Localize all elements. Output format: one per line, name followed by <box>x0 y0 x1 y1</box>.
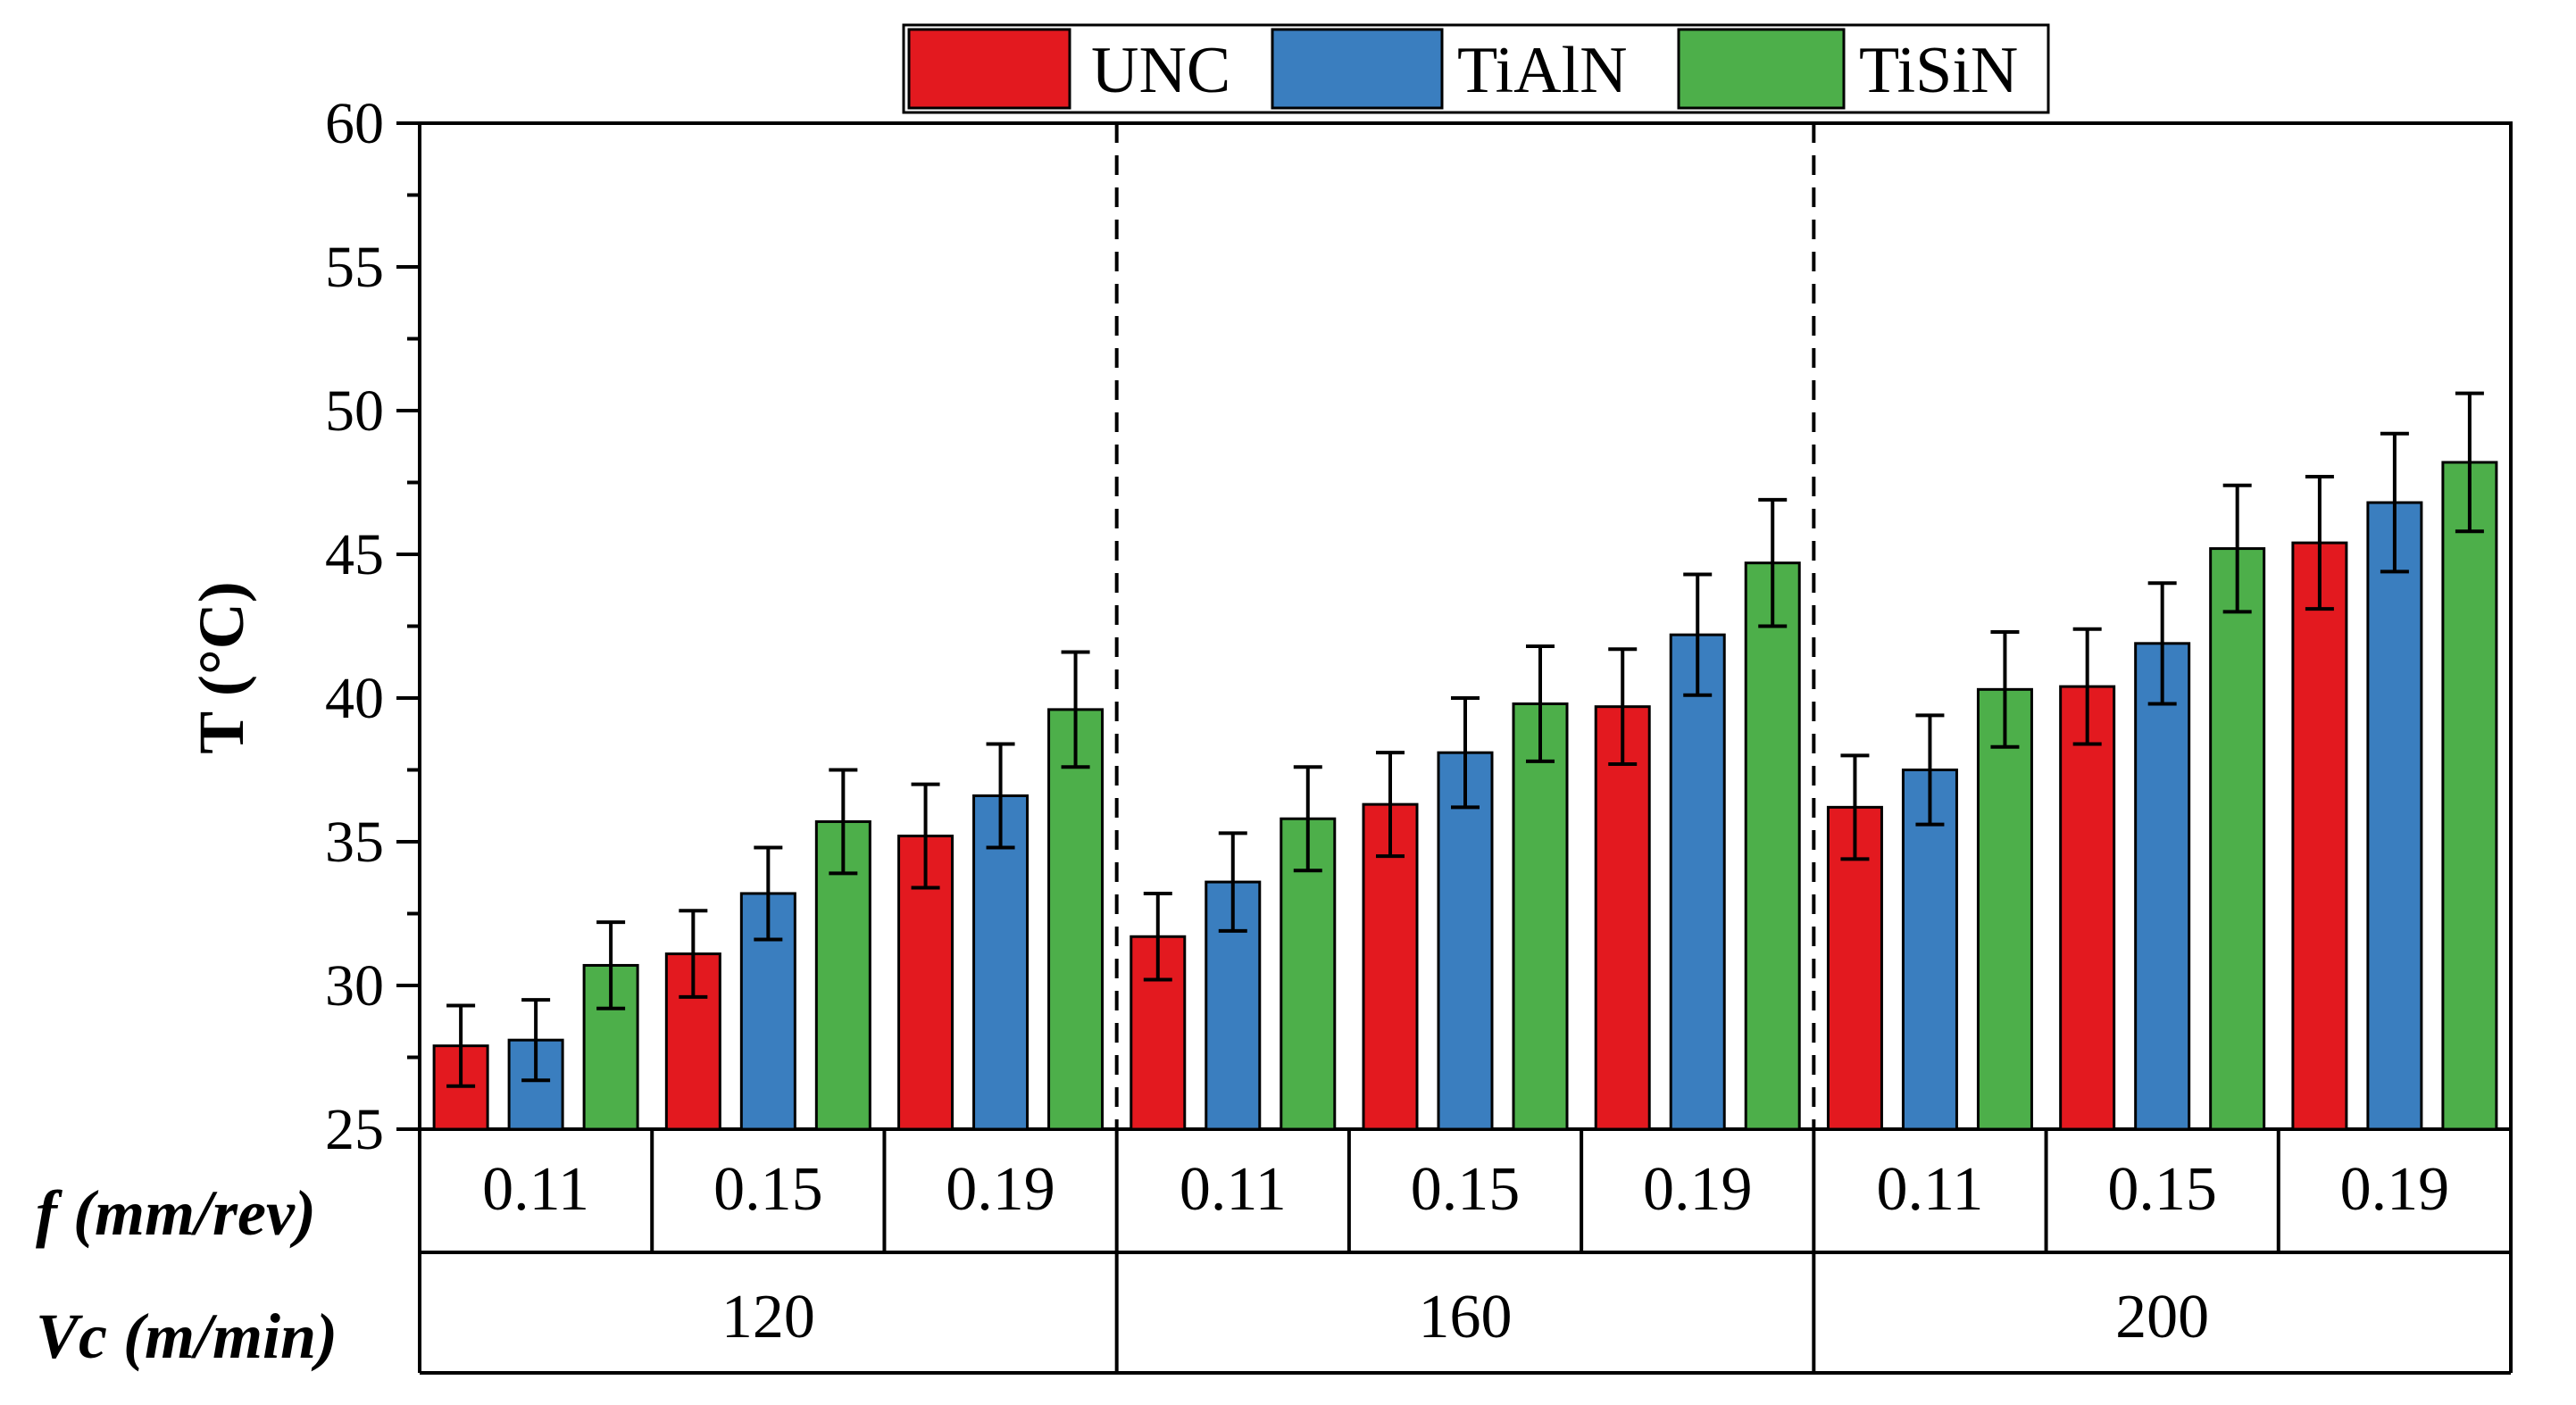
legend-label-tialn: TiAlN <box>1457 34 1628 107</box>
feed-label: 0.11 <box>1180 1155 1287 1224</box>
legend-swatch-tialn <box>1271 28 1444 110</box>
y-tick-label: 50 <box>325 378 384 444</box>
speed-label-160: 160 <box>1419 1283 1513 1351</box>
legend: UNC TiAlN TiSiN <box>902 23 2050 114</box>
y-tick-label: 35 <box>325 810 384 875</box>
bar-unc <box>1362 802 1419 1131</box>
bar-tialn <box>1901 769 1958 1131</box>
bar-tisin <box>1512 702 1569 1131</box>
y-axis-title: T (°C) <box>186 581 257 753</box>
y-tick-label: 45 <box>325 522 384 587</box>
legend-swatch-unc <box>907 28 1071 110</box>
feed-label: 0.15 <box>1411 1155 1521 1224</box>
bar-tisin <box>1047 708 1105 1131</box>
legend-frame <box>902 23 2050 114</box>
speed-row-title: Vc (m/min) <box>36 1301 338 1372</box>
feed-label: 0.11 <box>1876 1155 1983 1224</box>
feed-label: 0.15 <box>713 1155 823 1224</box>
y-tick-label: 55 <box>325 235 384 300</box>
feed-label: 0.19 <box>1643 1155 1753 1224</box>
feed-label: 0.15 <box>2107 1155 2217 1224</box>
bar-unc <box>1594 705 1651 1131</box>
bar-unc <box>2291 541 2348 1131</box>
bar-tisin <box>2441 461 2498 1131</box>
feed-row-title: f (mm/rev) <box>36 1177 316 1249</box>
speed-label-120: 120 <box>721 1283 815 1351</box>
bar-tialn <box>972 794 1030 1131</box>
bar-tisin <box>1744 561 1801 1131</box>
speed-label-200: 200 <box>2115 1283 2209 1351</box>
legend-label-unc: UNC <box>1091 34 1230 107</box>
legend-label-tisin: TiSiN <box>1859 34 2018 107</box>
bar-tialn <box>2366 501 2423 1131</box>
legend-swatch-tisin <box>1677 28 1846 110</box>
bar-tisin <box>2209 547 2266 1131</box>
y-tick-label: 60 <box>325 91 384 156</box>
y-tick-label: 40 <box>325 666 384 731</box>
feed-label: 0.19 <box>2340 1155 2450 1224</box>
plot-area: 25 30 35 40 45 50 55 60 120 0.11 0.15 0.19 160 0.11 0.… <box>325 91 2513 1375</box>
bar-tialn <box>1437 751 1494 1131</box>
feed-label: 0.19 <box>946 1155 1055 1224</box>
bar-tialn <box>2134 642 2191 1131</box>
y-tick-label: 25 <box>325 1097 384 1162</box>
bar-tialn <box>1669 633 1726 1131</box>
y-tick-label: 30 <box>325 953 384 1018</box>
bar-unc <box>2059 685 2116 1131</box>
feed-label: 0.11 <box>482 1155 589 1224</box>
bar-tisin <box>1976 687 2033 1131</box>
